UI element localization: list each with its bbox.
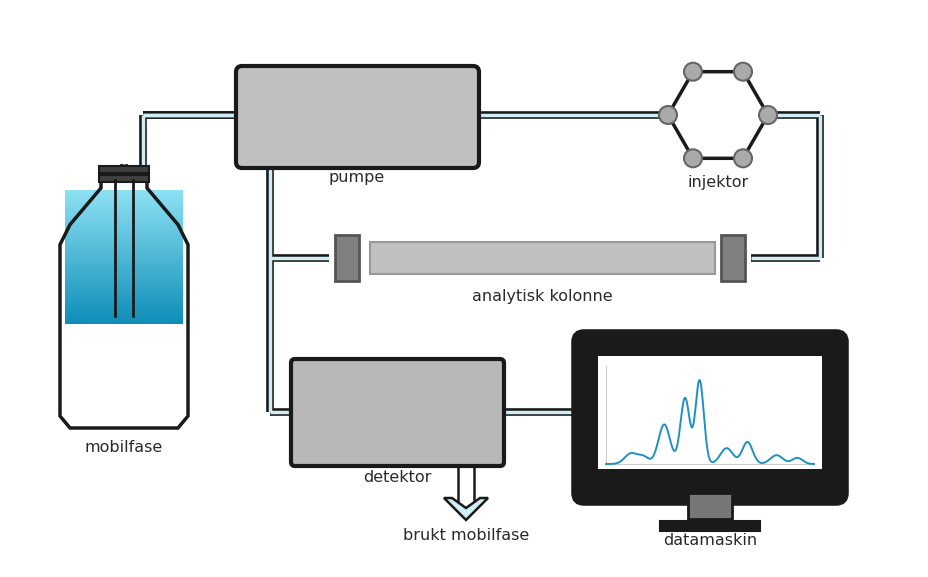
Circle shape bbox=[758, 106, 776, 124]
Text: mobilfase: mobilfase bbox=[84, 440, 163, 455]
Text: analytisk kolonne: analytisk kolonne bbox=[471, 289, 612, 304]
Bar bbox=[65, 203, 183, 206]
Bar bbox=[65, 277, 183, 280]
FancyBboxPatch shape bbox=[290, 359, 504, 466]
Bar bbox=[65, 219, 183, 222]
Text: datamaskin: datamaskin bbox=[663, 533, 756, 548]
Circle shape bbox=[658, 106, 677, 124]
Bar bbox=[369, 242, 715, 274]
Bar bbox=[65, 321, 183, 324]
Bar bbox=[65, 250, 183, 253]
Bar bbox=[659, 521, 759, 531]
Circle shape bbox=[683, 149, 702, 167]
Bar bbox=[65, 210, 183, 213]
Circle shape bbox=[733, 149, 751, 167]
Text: pumpe: pumpe bbox=[329, 170, 385, 185]
Bar bbox=[65, 259, 183, 262]
Bar bbox=[65, 246, 183, 249]
Bar bbox=[65, 308, 183, 311]
Bar bbox=[65, 295, 183, 298]
Bar bbox=[65, 319, 183, 322]
FancyBboxPatch shape bbox=[574, 332, 845, 503]
Bar bbox=[65, 261, 183, 264]
Bar bbox=[65, 264, 183, 267]
Bar bbox=[65, 215, 183, 218]
Bar bbox=[65, 315, 183, 317]
Circle shape bbox=[683, 63, 702, 81]
Bar bbox=[65, 199, 183, 201]
Bar bbox=[65, 205, 183, 208]
Bar bbox=[65, 299, 183, 302]
Bar bbox=[65, 197, 183, 200]
Bar bbox=[65, 284, 183, 286]
Bar bbox=[65, 313, 183, 316]
Bar bbox=[65, 235, 183, 237]
Bar bbox=[65, 275, 183, 278]
Bar bbox=[65, 306, 183, 309]
Bar bbox=[65, 241, 183, 244]
Bar bbox=[65, 297, 183, 300]
Bar bbox=[65, 279, 183, 282]
Bar bbox=[335, 235, 358, 281]
Bar bbox=[65, 230, 183, 233]
Bar bbox=[65, 266, 183, 268]
Bar bbox=[65, 317, 183, 320]
Bar bbox=[65, 239, 183, 242]
Bar bbox=[65, 268, 183, 271]
Bar bbox=[65, 192, 183, 195]
Bar bbox=[65, 248, 183, 251]
Bar bbox=[99, 166, 148, 173]
Text: injektor: injektor bbox=[687, 175, 748, 190]
Bar bbox=[99, 175, 148, 182]
Bar bbox=[65, 257, 183, 260]
Bar bbox=[65, 282, 183, 284]
Bar bbox=[65, 221, 183, 224]
Bar bbox=[65, 228, 183, 231]
Bar bbox=[720, 235, 744, 281]
Bar bbox=[65, 190, 183, 193]
Bar bbox=[65, 243, 183, 246]
Bar bbox=[65, 201, 183, 204]
Bar bbox=[65, 194, 183, 197]
Bar bbox=[65, 270, 183, 273]
Bar bbox=[65, 233, 183, 235]
Polygon shape bbox=[444, 498, 487, 520]
Bar bbox=[65, 254, 183, 257]
Bar bbox=[598, 356, 821, 469]
Bar bbox=[65, 302, 183, 304]
Bar bbox=[65, 223, 183, 226]
Text: detektor: detektor bbox=[363, 470, 431, 485]
FancyBboxPatch shape bbox=[236, 66, 479, 168]
Bar bbox=[65, 272, 183, 275]
Bar bbox=[65, 212, 183, 215]
Bar bbox=[65, 208, 183, 211]
Bar bbox=[688, 493, 731, 519]
Bar bbox=[65, 310, 183, 313]
Bar bbox=[65, 293, 183, 295]
Bar bbox=[65, 237, 183, 239]
Bar bbox=[65, 217, 183, 219]
Text: brukt mobilfase: brukt mobilfase bbox=[403, 528, 529, 543]
Bar bbox=[65, 304, 183, 306]
Bar bbox=[65, 226, 183, 228]
Bar bbox=[65, 253, 183, 255]
Bar bbox=[65, 288, 183, 291]
Bar bbox=[65, 290, 183, 293]
Circle shape bbox=[733, 63, 751, 81]
Bar bbox=[65, 286, 183, 288]
